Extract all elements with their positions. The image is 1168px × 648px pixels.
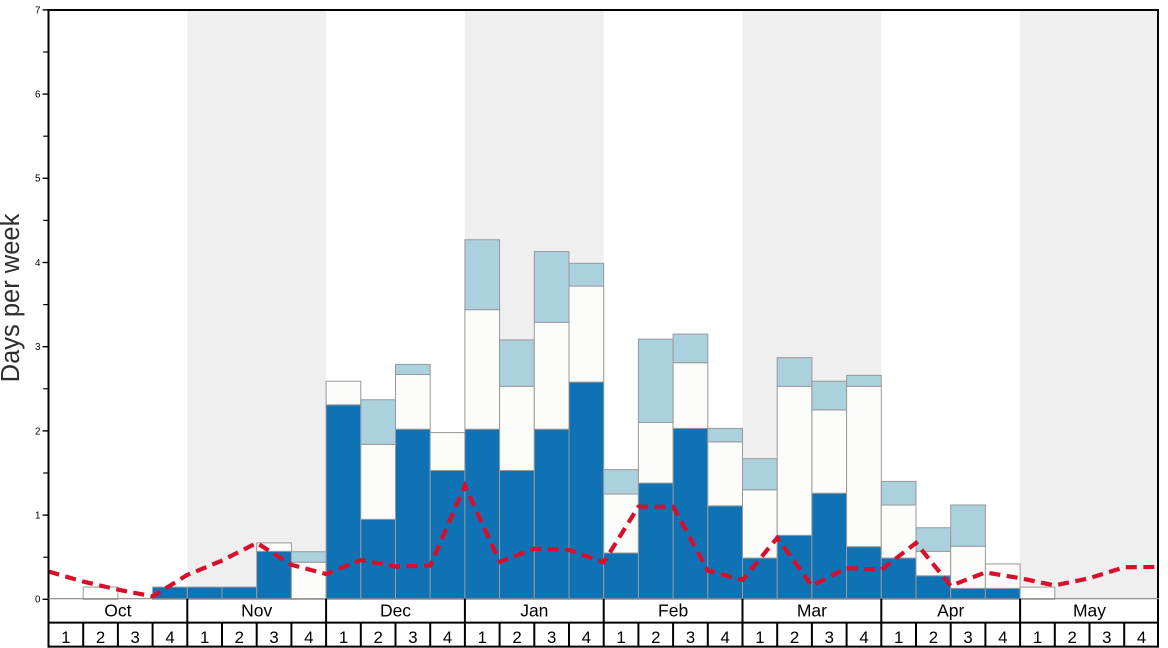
svg-text:3: 3 [35, 342, 41, 353]
svg-text:2: 2 [651, 628, 660, 647]
svg-text:Days per week: Days per week [0, 213, 25, 382]
svg-text:Feb: Feb [658, 601, 688, 621]
svg-text:4: 4 [165, 628, 174, 647]
svg-text:3: 3 [963, 628, 972, 647]
svg-text:1: 1 [61, 628, 70, 647]
svg-text:1: 1 [339, 628, 348, 647]
svg-text:4: 4 [721, 628, 730, 647]
svg-text:Dec: Dec [380, 601, 411, 621]
svg-text:1: 1 [755, 628, 764, 647]
svg-text:3: 3 [131, 628, 140, 647]
svg-text:2: 2 [790, 628, 799, 647]
svg-text:4: 4 [859, 628, 868, 647]
svg-text:6: 6 [35, 90, 41, 101]
svg-text:4: 4 [582, 628, 591, 647]
svg-text:3: 3 [269, 628, 278, 647]
svg-text:1: 1 [1033, 628, 1042, 647]
svg-text:4: 4 [1137, 628, 1146, 647]
svg-text:3: 3 [547, 628, 556, 647]
svg-text:4: 4 [304, 628, 313, 647]
svg-text:Apr: Apr [937, 601, 964, 621]
svg-text:3: 3 [1102, 628, 1111, 647]
svg-text:1: 1 [35, 511, 40, 522]
svg-text:2: 2 [1068, 628, 1077, 647]
svg-text:2: 2 [374, 628, 383, 647]
svg-text:2: 2 [235, 628, 244, 647]
svg-text:2: 2 [929, 628, 938, 647]
svg-text:Nov: Nov [241, 601, 272, 621]
svg-text:Oct: Oct [104, 601, 131, 621]
svg-text:2: 2 [512, 628, 521, 647]
svg-text:7: 7 [35, 5, 40, 16]
svg-text:May: May [1073, 601, 1106, 621]
svg-text:3: 3 [408, 628, 417, 647]
svg-text:0: 0 [35, 595, 41, 606]
svg-text:4: 4 [35, 258, 41, 269]
svg-text:4: 4 [998, 628, 1007, 647]
svg-text:Mar: Mar [797, 601, 827, 621]
svg-text:5: 5 [35, 174, 41, 185]
svg-text:1: 1 [894, 628, 903, 647]
svg-text:1: 1 [200, 628, 209, 647]
svg-text:1: 1 [478, 628, 487, 647]
svg-text:1: 1 [616, 628, 625, 647]
svg-text:2: 2 [96, 628, 105, 647]
svg-text:Jan: Jan [520, 601, 548, 621]
svg-text:4: 4 [443, 628, 452, 647]
svg-text:3: 3 [825, 628, 834, 647]
svg-text:2: 2 [35, 426, 40, 437]
svg-text:3: 3 [686, 628, 695, 647]
